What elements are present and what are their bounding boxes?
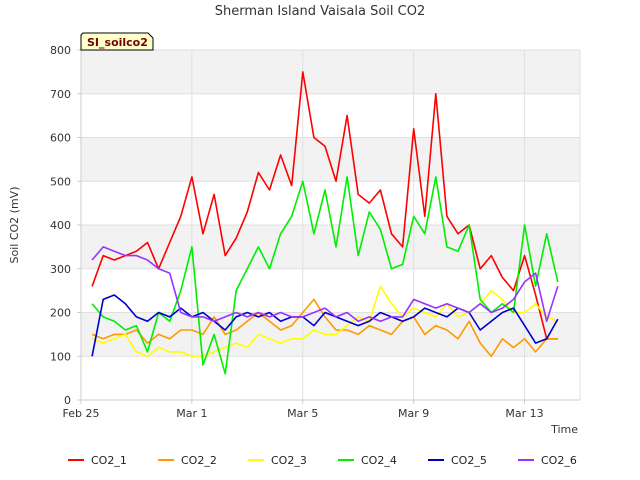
y-axis-title: Soil CO2 (mV): [8, 187, 21, 264]
x-tick-label: Mar 1: [176, 407, 207, 420]
legend-item-co2-2: CO2_2: [158, 454, 217, 467]
site-tag: SI_soilco2: [80, 32, 154, 51]
series-line-co2-4: [91, 176, 559, 375]
y-tick-label: 600: [50, 132, 71, 145]
plot-band: [81, 268, 580, 313]
plot-band: [81, 225, 580, 269]
y-tick-label: 400: [50, 219, 71, 232]
x-tick-label: Feb 25: [63, 407, 100, 420]
series-line-co2-6: [91, 246, 559, 323]
series-line-co2-1: [91, 71, 558, 340]
series-line-co2-2: [91, 298, 558, 358]
legend-item-co2-1: CO2_1: [68, 454, 127, 467]
legend: CO2_1 CO2_2 CO2_3 CO2_4 CO2_5 CO2_6: [68, 454, 577, 467]
x-tick-labels: Feb 25 Mar 1 Mar 5 Mar 9 Mar 13: [63, 400, 544, 420]
y-tick-label: 300: [50, 263, 71, 276]
y-tick-label: 800: [50, 44, 71, 57]
chart-title: Sherman Island Vaisala Soil CO2: [215, 4, 425, 19]
x-tick-label: Mar 9: [398, 407, 429, 420]
y-tick-label: 100: [50, 350, 71, 363]
x-tick-label: Mar 5: [287, 407, 318, 420]
y-tick-label: 700: [50, 88, 71, 101]
legend-label: CO2_1: [91, 454, 127, 467]
y-tick-label: 0: [64, 394, 71, 407]
legend-item-co2-5: CO2_5: [428, 454, 487, 467]
y-tick-label: 200: [50, 307, 71, 320]
legend-label: CO2_5: [451, 454, 487, 467]
site-tag-box: [80, 32, 154, 51]
plot-band: [81, 50, 580, 94]
series-lines: [91, 71, 559, 375]
legend-label: CO2_4: [361, 454, 397, 467]
x-axis-title: Time: [550, 423, 578, 436]
plot-band: [81, 356, 580, 400]
y-tick-labels: 0 100 200 300 400 500 600 700 800: [50, 44, 81, 407]
legend-item-co2-3: CO2_3: [248, 454, 307, 467]
legend-label: CO2_3: [271, 454, 307, 467]
legend-label: CO2_2: [181, 454, 217, 467]
legend-label: CO2_6: [541, 454, 577, 467]
plot-band: [81, 93, 580, 138]
series-line-co2-5: [91, 294, 559, 357]
plot-band: [81, 137, 580, 182]
x-tick-label: Mar 13: [505, 407, 543, 420]
y-tick-label: 500: [50, 175, 71, 188]
site-tag-label: SI_soilco2: [87, 36, 148, 49]
legend-item-co2-6: CO2_6: [518, 454, 577, 467]
legend-item-co2-4: CO2_4: [338, 454, 397, 467]
